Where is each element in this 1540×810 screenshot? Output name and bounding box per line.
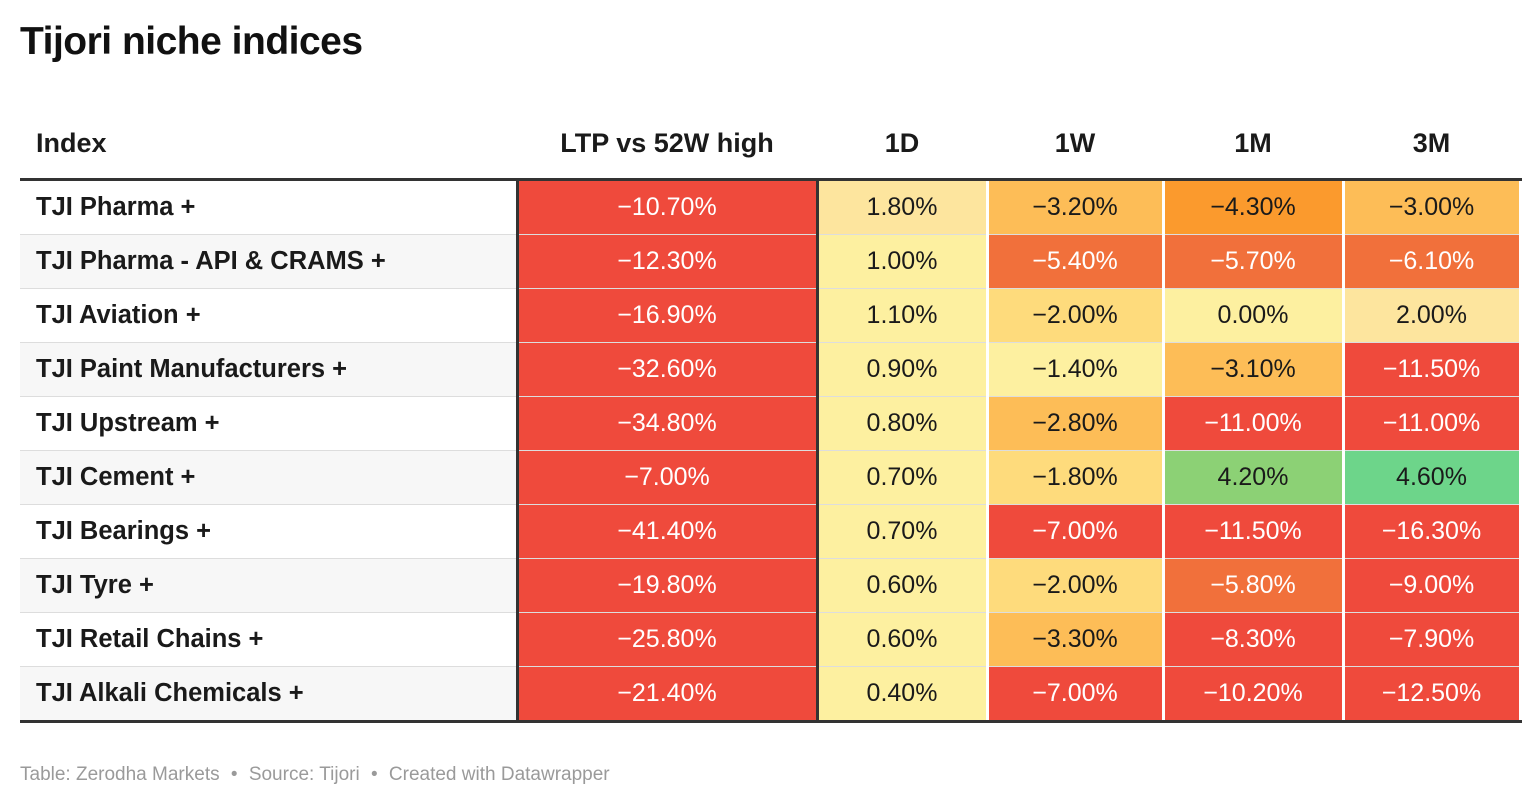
table-row: TJI Paint Manufacturers + −32.60% 0.90% −1.…	[20, 342, 1522, 397]
cell-1d: 0.70%	[817, 450, 989, 505]
column-header-1d[interactable]: 1D	[817, 108, 987, 181]
cell-1d: 1.10%	[817, 288, 989, 343]
cell-ltp-vs-52w-high: −7.00%	[515, 450, 819, 505]
cell-1m: −10.20%	[1161, 666, 1345, 723]
cell-1m: 4.20%	[1161, 450, 1345, 505]
cell-1d: 0.60%	[817, 558, 989, 613]
cell-ltp-vs-52w-high: −21.40%	[515, 666, 819, 723]
cell-1w: −3.20%	[985, 179, 1165, 235]
column-header-1w[interactable]: 1W	[987, 108, 1163, 181]
cell-1m: 0.00%	[1161, 288, 1345, 343]
cell-1m: −11.50%	[1161, 504, 1345, 559]
footer-separator: •	[370, 764, 378, 785]
cell-1d: 1.00%	[817, 234, 989, 289]
cell-3m: −11.00%	[1341, 396, 1522, 451]
indices-table: Index LTP vs 52W high 1D 1W 1M 3M TJI Ph…	[20, 108, 1522, 723]
row-index-name: TJI Alkali Chemicals +	[20, 666, 517, 723]
row-index-name: TJI Pharma +	[20, 179, 517, 235]
table-row: TJI Cement + −7.00% 0.70% −1.80% 4.20% 4.60%	[20, 450, 1522, 505]
cell-1m: −4.30%	[1161, 179, 1345, 235]
row-index-name: TJI Retail Chains +	[20, 612, 517, 667]
cell-1w: −3.30%	[985, 612, 1165, 667]
cell-1d: 0.90%	[817, 342, 989, 397]
cell-1w: −5.40%	[985, 234, 1165, 289]
footer-table-label: Table: Zerodha Markets	[20, 764, 220, 785]
table-body: TJI Pharma + −10.70% 1.80% −3.20% −4.30% −3.0…	[20, 179, 1522, 723]
cell-ltp-vs-52w-high: −19.80%	[515, 558, 819, 613]
table-row: TJI Pharma - API & CRAMS + −12.30% 1.00% −5…	[20, 234, 1522, 289]
row-index-name: TJI Paint Manufacturers +	[20, 342, 517, 397]
cell-3m: −7.90%	[1341, 612, 1522, 667]
cell-1m: −5.70%	[1161, 234, 1345, 289]
cell-3m: −16.30%	[1341, 504, 1522, 559]
cell-1m: −3.10%	[1161, 342, 1345, 397]
footer: Table: Zerodha Markets • Source: Tijori …	[20, 764, 610, 786]
column-header-1m[interactable]: 1M	[1163, 108, 1343, 181]
cell-1w: −2.00%	[985, 288, 1165, 343]
page-title: Tijori niche indices	[20, 20, 363, 63]
cell-ltp-vs-52w-high: −32.60%	[515, 342, 819, 397]
table-row: TJI Pharma + −10.70% 1.80% −3.20% −4.30% −3.0…	[20, 179, 1522, 235]
cell-3m: −6.10%	[1341, 234, 1522, 289]
row-index-name: TJI Bearings +	[20, 504, 517, 559]
cell-1d: 0.40%	[817, 666, 989, 723]
cell-1m: −8.30%	[1161, 612, 1345, 667]
table-row: TJI Aviation + −16.90% 1.10% −2.00% 0.00% 2.0…	[20, 288, 1522, 343]
table-row: TJI Bearings + −41.40% 0.70% −7.00% −11.50% −…	[20, 504, 1522, 559]
cell-ltp-vs-52w-high: −34.80%	[515, 396, 819, 451]
cell-3m: −9.00%	[1341, 558, 1522, 613]
row-index-name: TJI Tyre +	[20, 558, 517, 613]
row-index-name: TJI Cement +	[20, 450, 517, 505]
footer-separator: •	[230, 764, 238, 785]
table-header-row: Index LTP vs 52W high 1D 1W 1M 3M	[20, 108, 1520, 181]
cell-ltp-vs-52w-high: −16.90%	[515, 288, 819, 343]
table-row: TJI Upstream + −34.80% 0.80% −2.80% −11.00% −…	[20, 396, 1522, 451]
cell-1w: −1.40%	[985, 342, 1165, 397]
column-header-3m[interactable]: 3M	[1343, 108, 1520, 181]
cell-ltp-vs-52w-high: −25.80%	[515, 612, 819, 667]
cell-3m: 4.60%	[1341, 450, 1522, 505]
cell-1d: 1.80%	[817, 179, 989, 235]
cell-1d: 0.80%	[817, 396, 989, 451]
cell-1w: −7.00%	[985, 504, 1165, 559]
cell-ltp-vs-52w-high: −41.40%	[515, 504, 819, 559]
table-row: TJI Retail Chains + −25.80% 0.60% −3.30% −8.…	[20, 612, 1522, 667]
table-row: TJI Tyre + −19.80% 0.60% −2.00% −5.80% −9.00%	[20, 558, 1522, 613]
cell-3m: −11.50%	[1341, 342, 1522, 397]
cell-ltp-vs-52w-high: −12.30%	[515, 234, 819, 289]
row-index-name: TJI Aviation +	[20, 288, 517, 343]
cell-1m: −11.00%	[1161, 396, 1345, 451]
cell-1w: −7.00%	[985, 666, 1165, 723]
cell-3m: −12.50%	[1341, 666, 1522, 723]
cell-1d: 0.70%	[817, 504, 989, 559]
column-header-index[interactable]: Index	[20, 108, 517, 181]
row-index-name: TJI Upstream +	[20, 396, 517, 451]
cell-ltp-vs-52w-high: −10.70%	[515, 179, 819, 235]
column-header-ltp-vs-52w-high[interactable]: LTP vs 52W high	[517, 108, 817, 181]
cell-3m: −3.00%	[1341, 179, 1522, 235]
cell-1m: −5.80%	[1161, 558, 1345, 613]
cell-3m: 2.00%	[1341, 288, 1522, 343]
cell-1w: −2.80%	[985, 396, 1165, 451]
row-index-name: TJI Pharma - API & CRAMS +	[20, 234, 517, 289]
footer-source-label: Source: Tijori	[248, 764, 360, 785]
cell-1d: 0.60%	[817, 612, 989, 667]
footer-credit-label: Created with Datawrapper	[388, 764, 610, 785]
cell-1w: −2.00%	[985, 558, 1165, 613]
table-row: TJI Alkali Chemicals + −21.40% 0.40% −7.00%…	[20, 666, 1522, 723]
cell-1w: −1.80%	[985, 450, 1165, 505]
